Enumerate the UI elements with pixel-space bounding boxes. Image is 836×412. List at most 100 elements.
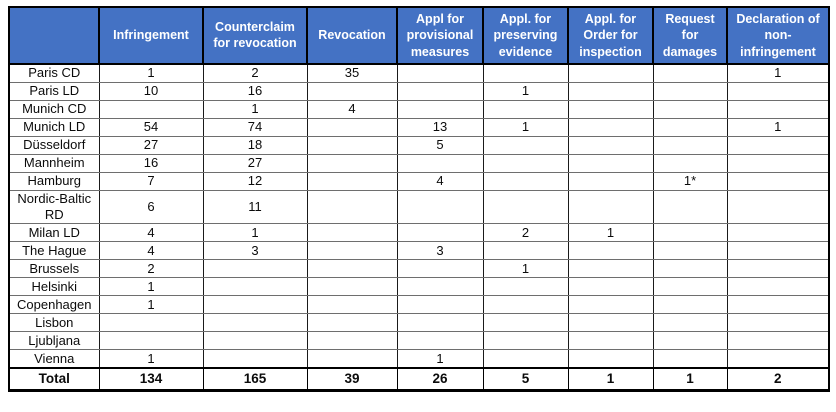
value-cell [567, 331, 654, 351]
court-row: Brussels 2 1 [8, 259, 830, 279]
value-cell [482, 189, 569, 225]
value-cell [396, 153, 484, 173]
value-cell [482, 63, 569, 83]
value-cell: 1 [726, 63, 830, 83]
court-name-cell: Ljubljana [8, 331, 100, 351]
value-cell [202, 295, 308, 315]
value-cell: 11 [202, 189, 308, 225]
value-cell: 1 [726, 117, 830, 137]
value-cell [482, 171, 569, 191]
value-cell [306, 153, 398, 173]
value-cell [726, 313, 830, 333]
value-cell: 4 [396, 171, 484, 191]
value-cell [482, 349, 569, 369]
value-cell [726, 223, 830, 243]
value-cell: 1 [482, 81, 569, 101]
value-cell [396, 259, 484, 279]
value-cell [567, 63, 654, 83]
value-cell: 3 [396, 241, 484, 261]
corner-header-cell [8, 6, 100, 65]
value-cell [482, 99, 569, 119]
value-cell [202, 331, 308, 351]
value-cell [652, 295, 728, 315]
value-cell [396, 331, 484, 351]
value-cell [726, 153, 830, 173]
value-cell [306, 295, 398, 315]
total-value-cell: 134 [98, 367, 204, 393]
court-name-cell: Paris LD [8, 81, 100, 101]
court-name-cell: Copenhagen [8, 295, 100, 315]
value-cell [306, 259, 398, 279]
value-cell [396, 277, 484, 297]
court-row: Munich CD 1 4 [8, 99, 830, 119]
value-cell [482, 153, 569, 173]
court-row: Paris LD 10 16 1 [8, 81, 830, 101]
value-cell [726, 331, 830, 351]
value-cell [652, 153, 728, 173]
value-cell [652, 331, 728, 351]
value-cell: 1* [652, 171, 728, 191]
value-cell [726, 295, 830, 315]
value-cell [202, 259, 308, 279]
value-cell: 1 [202, 223, 308, 243]
value-cell [306, 313, 398, 333]
court-name-cell: Lisbon [8, 313, 100, 333]
value-cell [652, 349, 728, 369]
value-cell: 4 [98, 223, 204, 243]
total-label-cell: Total [8, 367, 100, 393]
value-cell: 4 [306, 99, 398, 119]
value-cell: 1 [98, 295, 204, 315]
value-cell [306, 171, 398, 191]
value-cell: 1 [567, 223, 654, 243]
value-cell [482, 135, 569, 155]
total-value-cell: 39 [306, 367, 398, 393]
total-value-cell: 1 [652, 367, 728, 393]
value-cell: 4 [98, 241, 204, 261]
column-header-cell: Request for damages [652, 6, 728, 65]
total-row: Total 134 165 39 26 5 1 1 2 [8, 367, 830, 393]
court-name-cell: Munich CD [8, 99, 100, 119]
value-cell: 2 [482, 223, 569, 243]
value-cell: 27 [98, 135, 204, 155]
value-cell [567, 277, 654, 297]
value-cell [202, 277, 308, 297]
value-cell: 2 [202, 63, 308, 83]
court-name-cell: Milan LD [8, 223, 100, 243]
value-cell [396, 81, 484, 101]
value-cell [306, 331, 398, 351]
court-name-cell: Mannheim [8, 153, 100, 173]
value-cell: 3 [202, 241, 308, 261]
value-cell [726, 135, 830, 155]
court-name-cell: Helsinki [8, 277, 100, 297]
court-row: Milan LD 4 1 2 1 [8, 223, 830, 243]
value-cell [306, 349, 398, 369]
value-cell [482, 277, 569, 297]
value-cell [726, 171, 830, 191]
value-cell: 1 [482, 259, 569, 279]
column-header-cell: Declaration of non-infringement [726, 6, 830, 65]
value-cell: 5 [396, 135, 484, 155]
value-cell: 1 [98, 349, 204, 369]
value-cell: 1 [98, 277, 204, 297]
court-row: Vienna 1 1 [8, 349, 830, 369]
value-cell: 54 [98, 117, 204, 137]
column-header-cell: Appl for provisional measures [396, 6, 484, 65]
value-cell [652, 81, 728, 101]
table-header-row: Infringement Counterclaim for revocation R… [8, 6, 830, 65]
value-cell [482, 295, 569, 315]
value-cell [396, 99, 484, 119]
value-cell [652, 241, 728, 261]
court-row: Munich LD 54 74 13 1 1 [8, 117, 830, 137]
value-cell [652, 223, 728, 243]
value-cell: 12 [202, 171, 308, 191]
column-header-cell: Appl. for Order for inspection [567, 6, 654, 65]
value-cell: 74 [202, 117, 308, 137]
value-cell: 18 [202, 135, 308, 155]
court-row: Ljubljana [8, 331, 830, 351]
value-cell [652, 99, 728, 119]
total-value-cell: 1 [567, 367, 654, 393]
value-cell [482, 331, 569, 351]
court-row: The Hague 4 3 3 [8, 241, 830, 261]
value-cell [98, 313, 204, 333]
